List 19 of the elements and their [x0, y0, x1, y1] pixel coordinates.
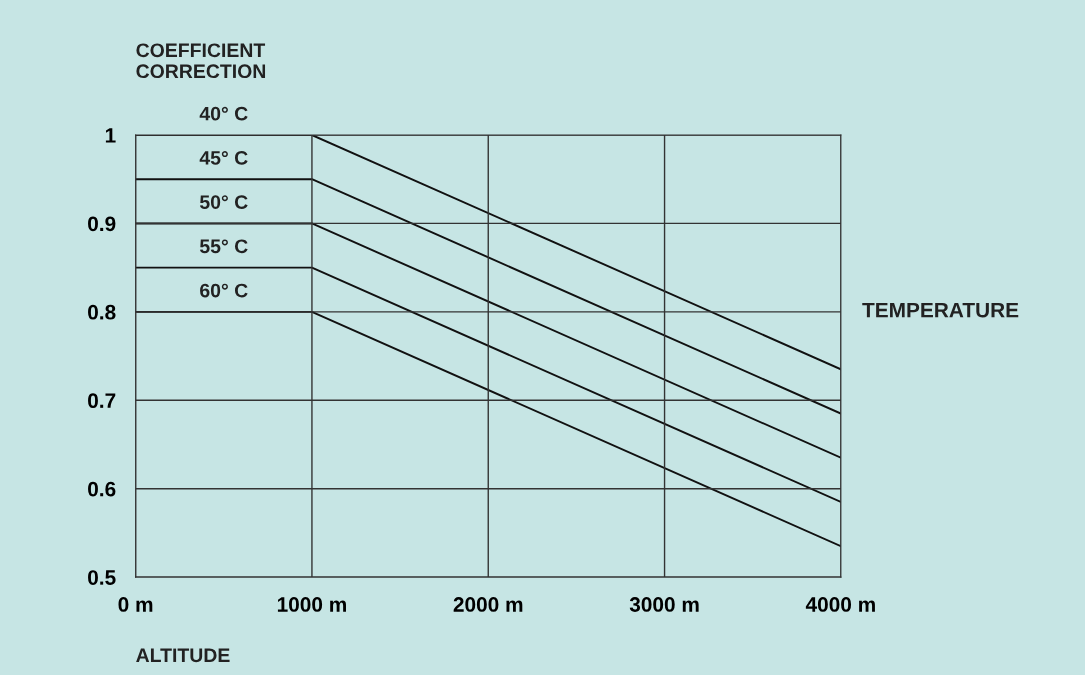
- x-tick-label: 4000 m: [805, 597, 875, 612]
- text: TEMPERATURE: [862, 302, 1019, 318]
- x-tick-label: 1000 m: [277, 597, 346, 612]
- series-label: 55° C: [199, 239, 248, 254]
- y-tick-label: 1: [105, 128, 116, 143]
- x-tick-label: 3000 m: [629, 597, 699, 612]
- series-label: 40° C: [199, 106, 248, 121]
- x-tick-label: 2000 m: [453, 597, 523, 612]
- y-tick-label: 0.7: [88, 393, 116, 409]
- y-tick-label: 0.8: [88, 304, 116, 320]
- x-tick-label: 0 m: [118, 597, 153, 612]
- series-label: 60° C: [200, 283, 248, 298]
- y-axis-title: COEFFICIENT CORRECTION: [136, 43, 266, 79]
- y-tick-label: 0.9: [88, 216, 116, 232]
- x-axis-title: ALTITUDE: [136, 648, 230, 663]
- series-label: 50° C: [199, 195, 248, 209]
- y-tick-label: 0.6: [88, 481, 116, 497]
- series-label: 45° C: [199, 150, 248, 165]
- y-tick-label: 0.5: [88, 570, 116, 585]
